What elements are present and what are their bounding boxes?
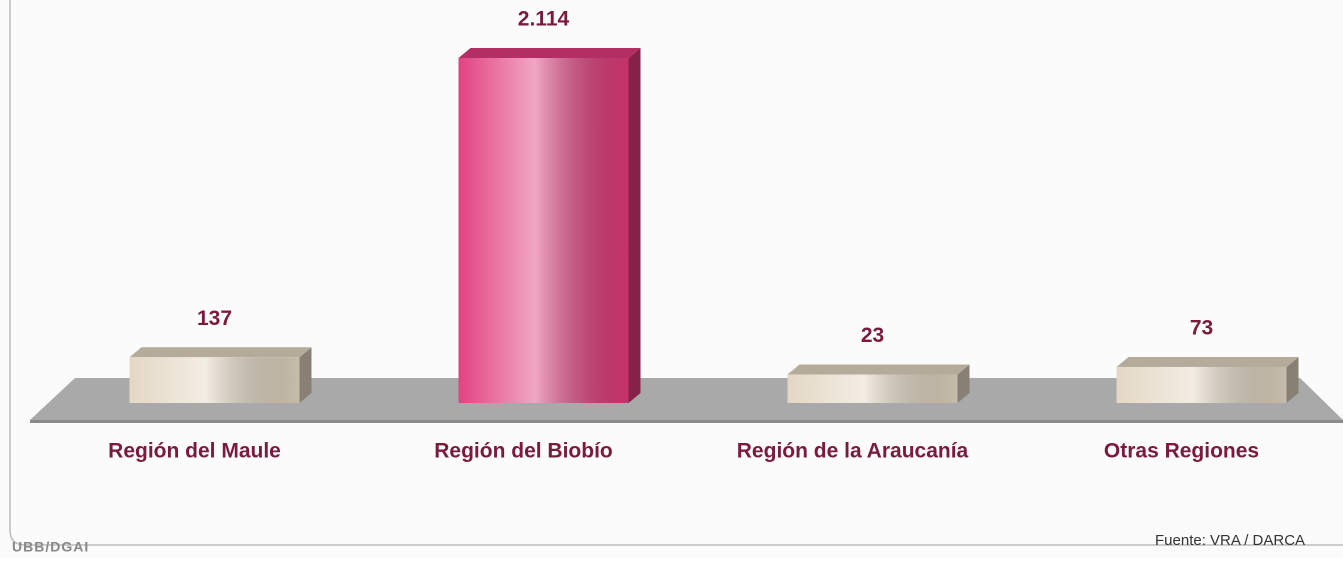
bar-side xyxy=(628,48,641,403)
bar-side xyxy=(299,347,312,403)
frame xyxy=(9,0,1343,546)
bar-sheen xyxy=(787,374,958,403)
floor-edge xyxy=(30,420,1343,423)
x-tick-label: Otras Regiones xyxy=(1104,440,1259,463)
bar-sheen xyxy=(1116,366,1287,403)
value-label: 137 xyxy=(197,307,232,330)
bar-sheen xyxy=(458,58,629,403)
x-tick-label: Región del Biobío xyxy=(434,440,613,463)
bar-side xyxy=(957,364,970,403)
bar-sheen xyxy=(129,357,300,403)
bar-top xyxy=(458,48,641,58)
bar-top xyxy=(129,347,312,358)
value-label: 73 xyxy=(1190,316,1213,339)
source: Fuente: VRA / DARCA xyxy=(1155,532,1305,549)
bar-side xyxy=(1286,356,1299,403)
bar-top xyxy=(1116,356,1299,367)
value-label: 23 xyxy=(861,324,884,347)
x-tick-label: Región de la Araucanía xyxy=(737,440,969,463)
value-label: 2.114 xyxy=(518,8,570,31)
x-tick-label: Región del Maule xyxy=(108,440,281,463)
footer-left: UBB/DGAI xyxy=(12,539,89,555)
floor xyxy=(30,378,1343,420)
bar-top xyxy=(787,364,970,375)
